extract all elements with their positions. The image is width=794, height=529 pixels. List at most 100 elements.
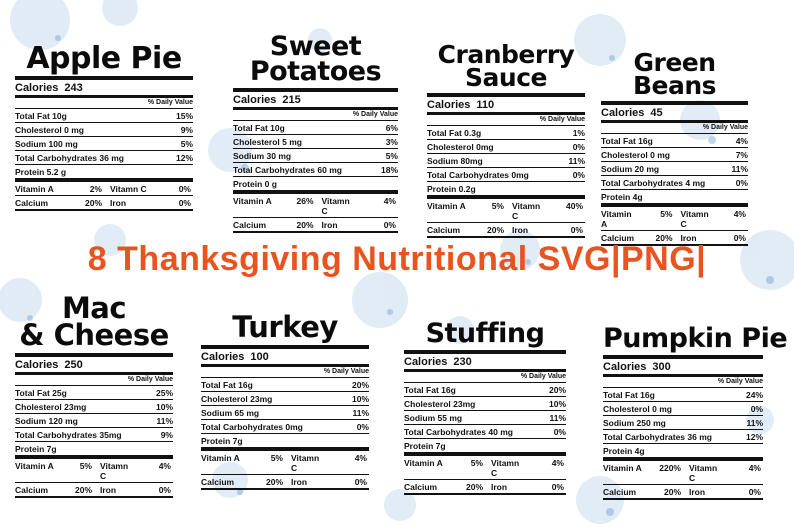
nutrition-label: Pumpkin Pie Calories 300% Daily Value Total…	[603, 314, 788, 500]
vitamin-a-label: Vitamin A	[603, 463, 642, 473]
calcium-label: Calcium	[233, 220, 267, 230]
nutrient-row: Total Fat 10g 15%	[15, 109, 193, 123]
nutrient-dv: 0%	[356, 422, 369, 432]
nutrient-row: Cholesterol 0 mg 9%	[15, 123, 193, 137]
calcium-label: Calcium	[404, 482, 438, 492]
vitamin-c-value: 4%	[748, 463, 761, 473]
nutrition-label: Stuffing Calories 230% Daily Value Total Fa…	[404, 316, 566, 495]
iron-value: 0%	[383, 220, 396, 230]
nutrient-dv: 12%	[175, 153, 193, 163]
nutrient-name: Protein 7g	[404, 441, 446, 451]
nutrient-row: Total Fat 16g 24%	[603, 388, 763, 402]
nutrient-dv: 11%	[549, 413, 566, 423]
daily-value-header: % Daily Value	[404, 372, 566, 383]
vitamin-a-label: Vitamin A	[427, 201, 466, 211]
daily-value-header: % Daily Value	[601, 123, 748, 134]
nutrient-name: Cholesterol 0 mg	[603, 404, 672, 414]
minerals-row: Calcium 20% Iron 0%	[601, 231, 748, 246]
nutrition-label: Mac & Cheese Calories 250% Daily Value Total…	[15, 292, 173, 498]
nutrition-label: Turkey Calories 100% Daily Value Total Fat …	[201, 308, 369, 490]
calories-row: Calories 110	[427, 93, 585, 115]
nutrient-dv: 10%	[155, 402, 173, 412]
nutrient-row: Total Carbohydrates 35mg 9%	[15, 428, 173, 442]
iron-value: 0%	[733, 233, 746, 243]
daily-value-header: % Daily Value	[427, 115, 585, 126]
calories-value: 230	[453, 356, 472, 368]
minerals-row: Calcium 20% Iron 0%	[603, 485, 763, 500]
vitamin-c-label: Vitamn C	[689, 463, 718, 483]
nutrient-name: Protein 7g	[201, 436, 243, 446]
nutrient-name: Cholesterol 23mg	[404, 399, 476, 409]
nutrient-dv: 0%	[553, 427, 566, 437]
iron-value: 0%	[570, 225, 583, 235]
iron-label: Iron	[680, 233, 697, 243]
calcium-value: 20%	[465, 482, 483, 492]
iron-label: Iron	[491, 482, 508, 492]
daily-value-header: % Daily Value	[15, 375, 173, 386]
vitamin-c-label: Vitamn C	[110, 184, 147, 194]
nutrient-name: Cholesterol 0 mg	[15, 125, 84, 135]
label-title-line: Sweet	[269, 30, 362, 62]
calories-row: Calories 230	[404, 350, 566, 372]
iron-value: 0%	[158, 485, 171, 495]
calcium-label: Calcium	[201, 477, 235, 487]
nutrient-row: Cholesterol 0mg 0%	[427, 140, 585, 154]
iron-label: Iron	[689, 487, 706, 497]
nutrient-name: Total Fat 25g	[15, 388, 67, 398]
nutrient-dv: 11%	[746, 418, 763, 428]
label-title-line: Green	[633, 47, 716, 77]
label-title: Turkey	[201, 308, 369, 345]
minerals-row: Calcium 20% Iron 0%	[15, 196, 193, 211]
nutrient-row: Total Fat 0.3g 1%	[427, 126, 585, 140]
label-title: Sweet Potatoes	[233, 27, 398, 88]
vitamin-a-value: 5%	[470, 458, 483, 468]
calories-value: 100	[250, 351, 269, 363]
calcium-value: 20%	[74, 485, 92, 495]
nutrient-row: Total Carbohydrates 0mg 0%	[427, 168, 585, 182]
label-title-line: Cranberry	[437, 39, 575, 69]
calories-row: Calories 215	[233, 88, 398, 110]
nutrient-name: Protein 5.2 g	[15, 167, 67, 177]
calories-label: Calories	[603, 361, 647, 373]
daily-value-header: % Daily Value	[201, 367, 369, 378]
nutrient-row: Sodium 55 mg 11%	[404, 411, 566, 425]
nutrient-row: Protein 4g	[603, 444, 763, 461]
nutrient-name: Total Fat 10g	[233, 123, 285, 133]
nutrient-row: Sodium 80mg 11%	[427, 154, 585, 168]
vitamin-a-label: Vitamin A	[15, 184, 54, 194]
vitamins-row: Vitamin A 2% Vitamn C 0%	[15, 182, 193, 196]
nutrient-name: Cholesterol 23mg	[201, 394, 273, 404]
nutrient-name: Sodium 100 mg	[15, 139, 78, 149]
nutrient-dv: 11%	[156, 416, 173, 426]
vitamin-a-value: 5%	[660, 209, 673, 219]
nutrient-name: Total Fat 0.3g	[427, 128, 482, 138]
nutrient-name: Protein 4g	[603, 446, 645, 456]
label-title-line: Beans	[632, 71, 717, 101]
vitamin-c-label: Vitamn C	[491, 458, 520, 478]
nutrient-dv: 5%	[180, 139, 193, 149]
nutrient-row: Total Carbohydrates 4 mg 0%	[601, 176, 748, 190]
vitamin-c-label: Vitamn C	[512, 201, 541, 221]
nutrition-label: Apple Pie Calories 243% Daily Value Total F…	[15, 30, 193, 211]
iron-value: 0%	[354, 477, 367, 487]
vitamin-a-value: 5%	[491, 201, 504, 211]
daily-value-header: % Daily Value	[233, 110, 398, 121]
nutrient-row: Total Fat 16g 20%	[201, 378, 369, 392]
nutrient-name: Cholesterol 0mg	[427, 142, 494, 152]
vitamins-row: Vitamin A 26% Vitamn C 4%	[233, 194, 398, 218]
calories-label: Calories	[427, 99, 471, 111]
iron-label: Iron	[321, 220, 338, 230]
label-title: Mac & Cheese	[15, 292, 173, 353]
calories-value: 300	[652, 361, 671, 373]
calcium-label: Calcium	[601, 233, 635, 243]
vitamin-a-label: Vitamin A	[15, 461, 54, 471]
nutrient-row: Sodium 250 mg 11%	[603, 416, 763, 430]
vitamin-a-label: Vitamin A	[601, 209, 632, 229]
calories-label: Calories	[601, 107, 645, 119]
vitamin-a-label: Vitamin A	[233, 196, 272, 206]
nutrient-name: Total Carbohydrates 36 mg	[603, 432, 712, 442]
vitamin-c-label: Vitamn C	[100, 461, 129, 481]
calories-label: Calories	[404, 356, 448, 368]
nutrient-name: Cholesterol 5 mg	[233, 137, 302, 147]
nutrient-row: Cholesterol 23mg 10%	[15, 400, 173, 414]
